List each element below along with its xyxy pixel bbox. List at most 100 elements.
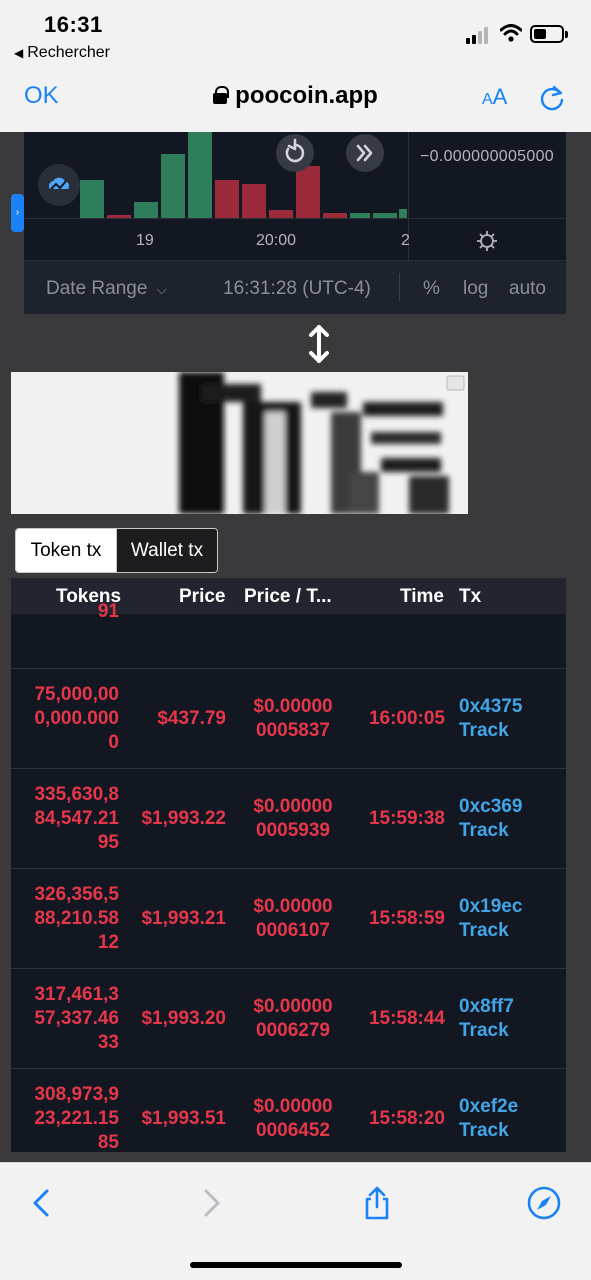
row-track-link[interactable]: Track (459, 820, 509, 841)
resize-vertical-icon[interactable] (306, 324, 332, 364)
double-chevron-right-icon (356, 144, 373, 162)
row-price-per-token: $0.00000 0005939 (253, 796, 333, 841)
row-track-link[interactable]: Track (459, 1020, 509, 1041)
row-tokens: 75,000,00 0,000.000 0 (34, 684, 119, 753)
volume-bar (399, 209, 407, 218)
tx-tabs: Token tx Wallet tx (15, 528, 218, 573)
back-chevron-icon[interactable] (24, 1185, 60, 1221)
text-size-button[interactable]: AA (482, 84, 507, 110)
volume-bar (80, 180, 104, 218)
column-header-price[interactable]: Price (179, 586, 226, 607)
volume-bar (269, 210, 293, 218)
back-label: Rechercher (27, 44, 110, 61)
x-axis-tick: 20:00 (256, 232, 297, 249)
date-range-dropdown[interactable]: Date Range ⌵ (46, 278, 167, 300)
browser-header: OK poocoin.app AA (0, 72, 591, 132)
row-tokens: 335,630,8 84,547.21 95 (34, 784, 119, 853)
column-header-tokens[interactable]: Tokens (56, 586, 122, 607)
back-triangle-icon: ◀ (14, 46, 24, 60)
auto-scale-toggle[interactable]: auto (509, 278, 546, 299)
volume-bar (350, 213, 370, 218)
address-bar[interactable]: poocoin.app (0, 82, 591, 110)
volume-bar (373, 213, 397, 218)
row-price-per-token: $0.00000 0006279 (253, 996, 333, 1041)
row-tokens: 308,973,9 23,221.15 85 (34, 1084, 119, 1152)
table-row: 326,356,5 88,210.58 12 $1,993.21 $0.0000… (11, 868, 566, 968)
row-tx-hash-link[interactable]: 0x8ff7 (459, 996, 514, 1017)
percent-scale-toggle[interactable]: % (423, 278, 440, 299)
row-price-per-token: $0.00000 0006452 (253, 1096, 333, 1141)
row-price: $1,993.22 (141, 808, 226, 829)
volume-bar (188, 132, 212, 218)
scroll-to-latest-button[interactable] (346, 134, 384, 172)
status-bar: 16:31 ◀ Rechercher (0, 0, 591, 72)
row-time: 15:58:20 (368, 1108, 445, 1129)
sidebar-toggle-button[interactable]: › (11, 194, 24, 232)
row-tx-hash-link[interactable]: 0x4375 (459, 696, 523, 717)
volume-bar (323, 213, 347, 218)
log-scale-toggle[interactable]: log (463, 278, 489, 299)
wifi-icon (500, 24, 522, 42)
row-track-link[interactable]: Track (459, 720, 509, 741)
reload-icon[interactable] (538, 84, 566, 112)
volume-bar (296, 166, 320, 218)
row-price-per-token: $0.00000 0005837 (253, 696, 333, 741)
back-to-search-link[interactable]: ◀ Rechercher (14, 44, 110, 62)
date-range-label: Date Range (46, 278, 148, 299)
tab-token-tx[interactable]: Token tx (16, 529, 116, 572)
chart-settings-icon[interactable] (476, 230, 498, 252)
column-header-price-per-token[interactable]: Price / T... (244, 586, 332, 607)
chart-time-label: 16:31:28 (UTC-4) (223, 278, 371, 299)
toolbar-divider (399, 273, 400, 301)
advertisement-banner[interactable] (11, 372, 468, 514)
home-indicator (190, 1262, 402, 1268)
done-button[interactable]: OK (24, 82, 59, 109)
reset-icon (285, 138, 305, 163)
x-axis-tick: 2 (401, 232, 410, 249)
tradingview-logo-icon[interactable] (38, 164, 80, 206)
row-tokens: 317,461,3 57,337.46 33 (34, 984, 119, 1053)
volume-bar (215, 180, 239, 218)
share-icon[interactable] (359, 1185, 395, 1221)
compass-icon[interactable] (526, 1185, 562, 1221)
browser-toolbar (0, 1162, 591, 1280)
battery-icon (530, 25, 568, 43)
volume-bar (134, 202, 158, 218)
transactions-table: Tokens Price Price / T... Time Tx 91 75,… (11, 578, 566, 1152)
text-size-big-a: A (492, 84, 508, 109)
row-tx-hash-link[interactable]: 0x19ec (459, 896, 523, 917)
chart-price-axis-divider (408, 132, 409, 260)
volume-bar (242, 184, 266, 218)
ad-image (11, 372, 468, 514)
row-time: 16:00:05 (368, 708, 445, 729)
row-tx-hash-link[interactable]: 0xef2e (459, 1096, 519, 1117)
tab-wallet-tx[interactable]: Wallet tx (116, 529, 217, 572)
table-row: 75,000,00 0,000.000 0 $437.79 $0.00000 0… (11, 668, 566, 768)
row-track-link[interactable]: Track (459, 1120, 509, 1141)
status-time: 16:31 (44, 12, 103, 37)
x-axis-tick: 19 (136, 232, 154, 249)
row-time: 15:58:59 (368, 908, 445, 929)
volume-bar (161, 154, 185, 218)
table-row: 317,461,3 57,337.46 33 $1,993.20 $0.0000… (11, 968, 566, 1068)
row-tokens: 326,356,5 88,210.58 12 (34, 884, 119, 953)
forward-chevron-icon[interactable] (193, 1185, 229, 1221)
undo-zoom-button[interactable] (276, 134, 314, 172)
table-row: 335,630,8 84,547.21 95 $1,993.22 $0.0000… (11, 768, 566, 868)
price-chart[interactable]: −0.000000005000 19 20:00 2 (24, 132, 566, 260)
row-time: 15:58:44 (368, 1008, 445, 1029)
cellular-signal-icon (466, 26, 492, 44)
column-header-time[interactable]: Time (400, 586, 445, 607)
volume-bar (107, 215, 131, 218)
text-size-small-a: A (482, 91, 493, 108)
lock-icon (213, 86, 230, 104)
price-axis-label: −0.000000005000 (420, 148, 554, 165)
row-tx-hash-link[interactable]: 0xc369 (459, 796, 523, 817)
table-header: Tokens Price Price / T... Time Tx (11, 578, 566, 614)
row-track-link[interactable]: Track (459, 920, 509, 941)
url-text: poocoin.app (235, 82, 378, 109)
table-row: 308,973,9 23,221.15 85 $1,993.51 $0.0000… (11, 1068, 566, 1152)
row-price: $1,993.20 (141, 1008, 226, 1029)
column-header-tx[interactable]: Tx (459, 586, 482, 607)
chart-toolbar: Date Range ⌵ 16:31:28 (UTC-4) % log auto (24, 260, 566, 314)
